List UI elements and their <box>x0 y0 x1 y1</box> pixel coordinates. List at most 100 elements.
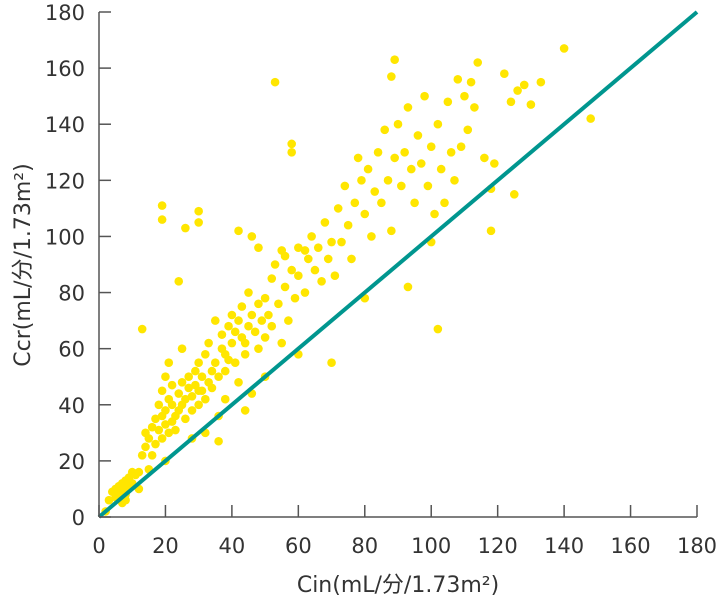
data-point <box>137 450 147 460</box>
x-tick-label: 180 <box>677 534 717 558</box>
data-point <box>310 265 320 275</box>
data-point <box>403 282 413 292</box>
data-point <box>304 254 313 264</box>
data-point <box>330 271 340 281</box>
data-point <box>194 386 203 396</box>
data-point <box>340 181 350 191</box>
data-point <box>214 372 223 382</box>
data-point <box>210 358 220 367</box>
data-point <box>277 338 287 348</box>
data-point <box>357 176 366 185</box>
y-tick-label: 60 <box>58 338 85 362</box>
data-point <box>254 243 263 252</box>
data-point <box>151 439 160 449</box>
data-point <box>227 338 237 348</box>
data-point <box>526 100 536 109</box>
data-point <box>480 153 489 163</box>
data-point <box>274 299 283 309</box>
data-point <box>393 119 403 129</box>
data-point <box>264 310 273 320</box>
data-point <box>350 198 360 208</box>
data-point <box>250 327 260 337</box>
x-axis-title: Cin(mL/分/1.73m²) <box>297 573 499 598</box>
y-tick-label: 80 <box>58 282 85 306</box>
data-point <box>191 366 200 376</box>
data-point <box>466 77 476 87</box>
data-point <box>433 119 443 129</box>
data-point <box>187 406 197 415</box>
data-point <box>240 338 250 348</box>
data-point <box>463 125 473 135</box>
y-tick-label: 0 <box>72 506 85 530</box>
data-point <box>164 428 174 438</box>
data-point <box>343 220 353 230</box>
data-point <box>181 394 190 404</box>
data-point <box>383 176 393 185</box>
data-point <box>157 201 167 210</box>
data-point <box>287 139 296 149</box>
data-point <box>104 495 114 505</box>
data-point <box>174 389 184 398</box>
data-point <box>280 282 290 292</box>
data-point <box>164 358 174 367</box>
data-point <box>267 321 277 331</box>
data-point <box>181 414 190 424</box>
data-point <box>486 226 496 236</box>
data-point <box>327 237 336 247</box>
y-axis-title: Ccr(mL/分/1.73m²) <box>11 163 36 366</box>
data-point <box>254 344 263 353</box>
data-point <box>287 147 296 157</box>
data-point <box>194 206 203 216</box>
data-point <box>154 425 164 435</box>
data-point <box>207 383 217 393</box>
data-point <box>433 324 443 334</box>
data-point <box>410 198 419 208</box>
data-point <box>446 147 456 157</box>
data-point <box>171 425 180 435</box>
data-point <box>300 288 310 297</box>
data-point <box>313 243 323 252</box>
data-point <box>137 324 147 334</box>
data-point <box>184 383 193 393</box>
x-tick-label: 40 <box>219 534 246 558</box>
data-point <box>247 232 257 241</box>
data-point <box>151 414 160 424</box>
y-tick-label: 180 <box>45 1 85 25</box>
data-point <box>237 302 247 311</box>
data-point <box>144 434 154 443</box>
data-point <box>201 394 210 404</box>
data-point <box>426 142 436 151</box>
data-point <box>147 422 157 432</box>
data-point <box>460 91 469 101</box>
x-tick-label: 80 <box>351 534 378 558</box>
data-point <box>387 72 396 81</box>
data-point <box>430 209 439 219</box>
data-point <box>519 80 529 90</box>
y-tick-label: 100 <box>45 225 85 249</box>
data-point <box>217 330 227 339</box>
data-point <box>220 394 230 404</box>
x-tick-label: 140 <box>544 534 584 558</box>
data-point <box>224 355 233 365</box>
data-point <box>197 372 207 382</box>
identity-line <box>97 10 699 519</box>
data-point <box>181 223 190 233</box>
data-point <box>353 153 363 163</box>
data-point <box>307 232 316 241</box>
data-point <box>373 147 383 157</box>
data-point <box>320 218 330 227</box>
data-point <box>234 378 243 387</box>
data-point <box>380 125 390 135</box>
x-tick-label: 160 <box>611 534 651 558</box>
data-point <box>490 159 499 168</box>
data-point <box>161 406 170 415</box>
data-point <box>586 114 595 123</box>
data-point <box>323 254 333 264</box>
data-point <box>290 293 300 303</box>
data-point <box>377 198 386 208</box>
data-point <box>194 358 203 367</box>
data-point <box>194 218 203 227</box>
data-point <box>453 75 463 84</box>
data-point <box>420 91 429 101</box>
